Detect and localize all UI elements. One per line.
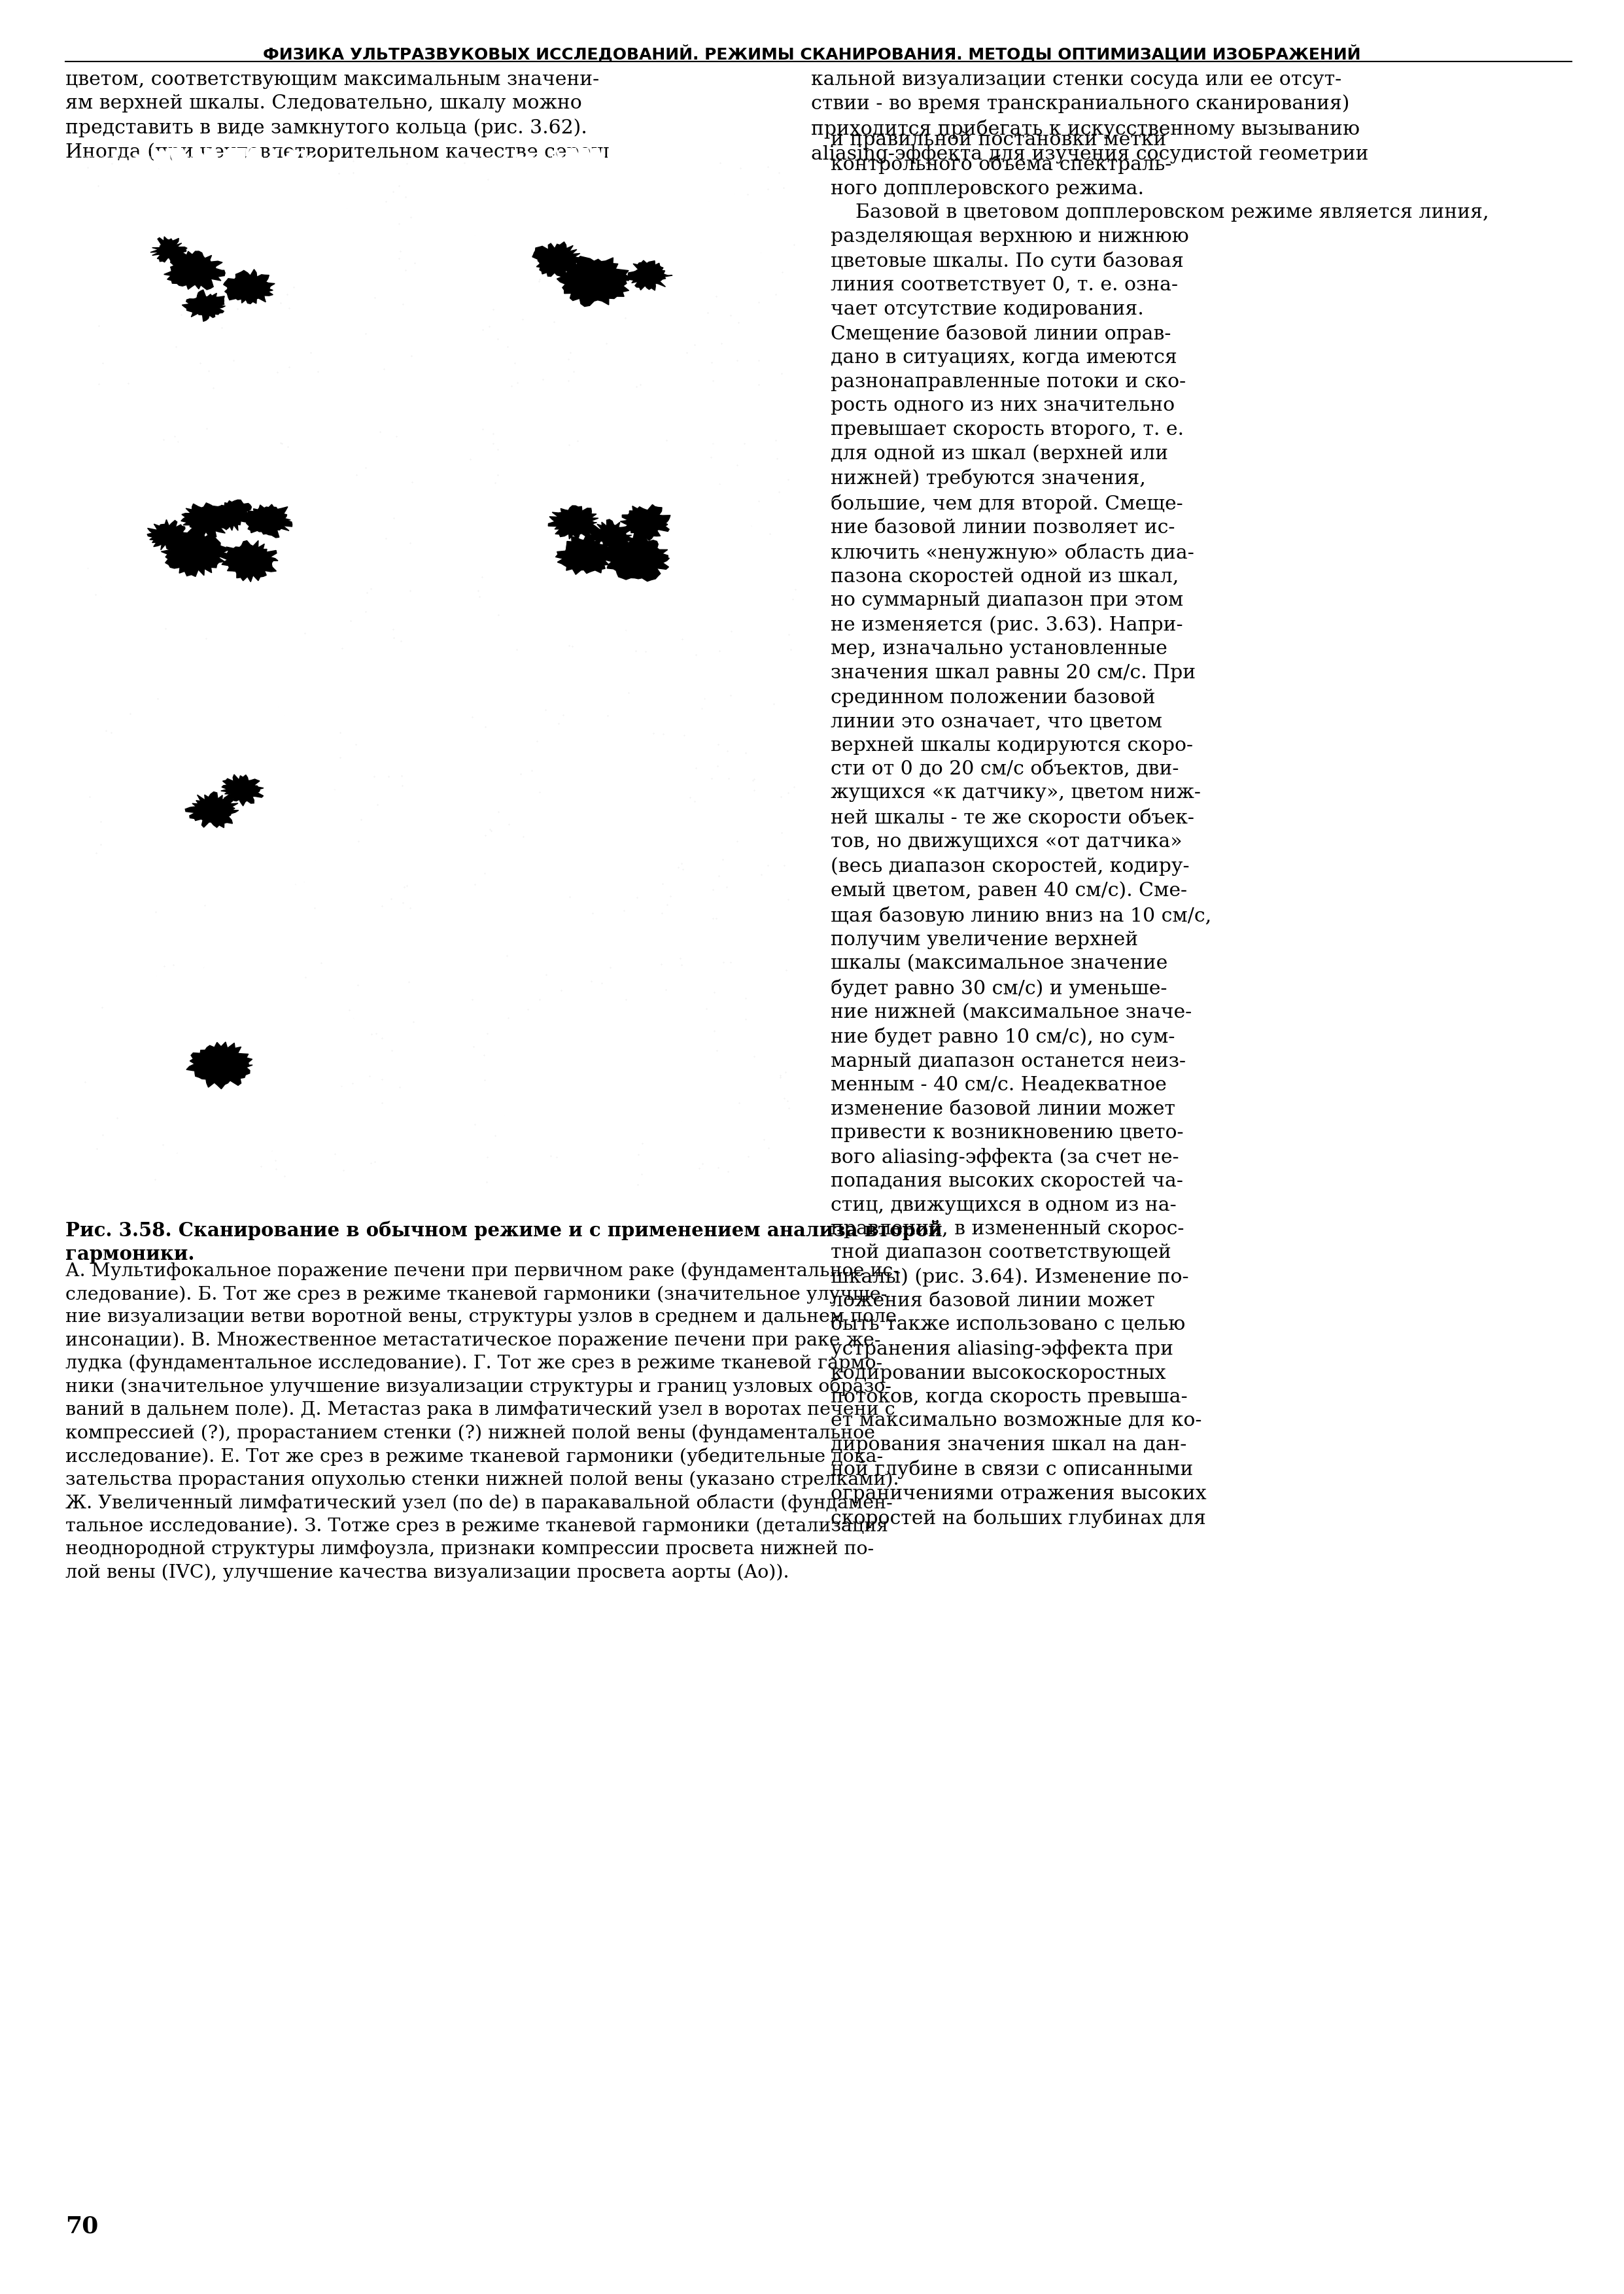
Polygon shape	[208, 500, 255, 530]
Text: 4 Hz: Offset: 1 kHz: 4 MHz: 4 Hz: Offset: 1 kHz: 4 MHz	[380, 658, 427, 663]
Text: Б: Б	[784, 381, 791, 388]
Polygon shape	[523, 789, 692, 883]
Text: Fundamental Mode: Fundamental Mode	[286, 429, 330, 431]
Polygon shape	[110, 688, 344, 913]
Text: 4 Hz: Offset: 1 kHz: 4 MHz: 4 Hz: Offset: 1 kHz: 4 MHz	[760, 1188, 807, 1193]
Polygon shape	[224, 268, 274, 303]
Text: 4 Hz: Offset: 1 kHz: 4 MHz: 4 Hz: Offset: 1 kHz: 4 MHz	[760, 924, 807, 927]
Text: frequency: 3 MHz  dB: 50: frequency: 3 MHz dB: 50	[73, 924, 119, 927]
Polygon shape	[151, 236, 187, 262]
Text: А. Мультифокальное поражение печени при первичном раке (фундаментальное ис-
след: А. Мультифокальное поражение печени при …	[65, 1262, 900, 1581]
Polygon shape	[187, 1041, 253, 1090]
Text: Native
(Second)
Tissue
Harmonic
Mode: Native (Second) Tissue Harmonic Mode	[697, 429, 718, 450]
Polygon shape	[604, 535, 669, 580]
Text: frequency: 3 MHz  dB: 50: frequency: 3 MHz dB: 50	[453, 1188, 499, 1193]
Polygon shape	[83, 952, 365, 1163]
Polygon shape	[182, 289, 226, 321]
Text: Fundamental Mode: Fundamental Mode	[286, 693, 330, 697]
Polygon shape	[50, 135, 400, 296]
Polygon shape	[244, 505, 292, 537]
Text: 4 Hz: Offset: 1 kHz: 4 MHz: 4 Hz: Offset: 1 kHz: 4 MHz	[380, 395, 427, 397]
Text: 4 Hz: Offset: 1 kHz: 4 MHz: 4 Hz: Offset: 1 kHz: 4 MHz	[380, 1188, 427, 1193]
Polygon shape	[148, 518, 192, 551]
Text: 4 Hz: Offset: 1 kHz: 4 MHz: 4 Hz: Offset: 1 kHz: 4 MHz	[760, 395, 807, 397]
Polygon shape	[516, 1000, 706, 1064]
Text: IEC  Institute of Biophysics. Clinical Physiology Laboratory: IEC Institute of Biophysics. Clinical Ph…	[453, 686, 573, 688]
Polygon shape	[581, 768, 641, 830]
Text: IEC  Institute of Biophysics. Clinical Physiology Laboratory: IEC Institute of Biophysics. Clinical Ph…	[73, 420, 192, 424]
Text: 70: 70	[65, 2216, 99, 2237]
Polygon shape	[531, 727, 684, 807]
Polygon shape	[464, 440, 760, 640]
Polygon shape	[497, 1053, 651, 1149]
Text: А: А	[390, 381, 395, 388]
Text: Е: Е	[784, 911, 789, 918]
Polygon shape	[555, 535, 617, 574]
Polygon shape	[185, 791, 239, 828]
Text: Native
(Second)
Tissue
Harmonic
Mode: Native (Second) Tissue Harmonic Mode	[697, 163, 718, 186]
Text: frequency: 3 MHz  dB: 50: frequency: 3 MHz dB: 50	[453, 924, 499, 927]
Polygon shape	[620, 505, 671, 541]
Text: IEC  Institute of Biophysics. Clinical Physiology Laboratory: IEC Institute of Biophysics. Clinical Ph…	[453, 156, 573, 158]
Text: и правильной постановки метки
контрольного объема спектраль-
ного допплеровского: и правильной постановки метки контрольно…	[830, 131, 1489, 1528]
Text: frequency: 3 MHz  dB: 50: frequency: 3 MHz dB: 50	[73, 658, 119, 663]
Polygon shape	[627, 262, 672, 291]
Text: IEC  Institute of Biophysics. Clinical Physiology Laboratory: IEC Institute of Biophysics. Clinical Ph…	[453, 950, 573, 954]
Polygon shape	[588, 518, 635, 551]
Text: Д: Д	[390, 911, 396, 918]
Text: IEC  Institute of Biophysics. Clinical Physiology Laboratory: IEC Institute of Biophysics. Clinical Ph…	[453, 420, 573, 424]
Text: frequency: 3 MHz  dB: 50: frequency: 3 MHz dB: 50	[73, 395, 119, 397]
Polygon shape	[549, 505, 599, 539]
Text: Fundamental Mode: Fundamental Mode	[286, 959, 330, 961]
Text: frequency: 3 MHz  dB: 50: frequency: 3 MHz dB: 50	[453, 658, 499, 663]
Text: frequency: 3 MHz  dB: 50: frequency: 3 MHz dB: 50	[453, 395, 499, 397]
Polygon shape	[557, 257, 630, 307]
Text: Native
(Second)
Harmonic
Mode: Native (Second) Harmonic Mode	[697, 959, 718, 975]
Text: В: В	[390, 647, 395, 651]
Polygon shape	[221, 541, 278, 583]
Polygon shape	[70, 434, 385, 638]
Text: IEC  Institute of Biophysics. Clinical Physiology Laboratory: IEC Institute of Biophysics. Clinical Ph…	[73, 686, 192, 688]
Text: цветом, соответствующим максимальным значени-
ям верхней шкалы. Следовательно, ш: цветом, соответствующим максимальным зна…	[65, 71, 615, 163]
Text: frequency: 3 MHz  dB: 50: frequency: 3 MHz dB: 50	[73, 1188, 119, 1193]
Text: IEC  Institute of Biophysics. Clinical Physiology Laboratory: IEC Institute of Biophysics. Clinical Ph…	[73, 950, 192, 954]
Polygon shape	[591, 1030, 706, 1136]
Text: Рис. 3.58. Сканирование в обычном режиме и с применением анализа второй
гармоник: Рис. 3.58. Сканирование в обычном режиме…	[65, 1220, 942, 1264]
Polygon shape	[533, 241, 581, 278]
Polygon shape	[164, 252, 226, 289]
Text: IEC  Institute of Biophysics. Clinical Physiology Laboratory: IEC Institute of Biophysics. Clinical Ph…	[73, 156, 192, 158]
Text: ФИЗИКА УЛЬТРАЗВУКОВЫХ ИССЛЕДОВАНИЙ. РЕЖИМЫ СКАНИРОВАНИЯ. МЕТОДЫ ОПТИМИЗАЦИИ ИЗОБ: ФИЗИКА УЛЬТРАЗВУКОВЫХ ИССЛЕДОВАНИЙ. РЕЖИ…	[263, 44, 1361, 62]
Text: Ж: Ж	[390, 1177, 398, 1181]
Polygon shape	[180, 502, 232, 537]
Text: З: З	[784, 1177, 789, 1181]
Text: 4 Hz: Offset: 1 kHz: 4 MHz: 4 Hz: Offset: 1 kHz: 4 MHz	[760, 658, 807, 663]
Text: кальной визуализации стенки сосуда или ее отсут-
ствии - во время транскраниальн: кальной визуализации стенки сосуда или е…	[810, 71, 1369, 163]
Polygon shape	[422, 135, 786, 287]
Text: 4 Hz: Offset: 1 kHz: 4 MHz: 4 Hz: Offset: 1 kHz: 4 MHz	[380, 924, 427, 927]
Text: Г: Г	[784, 647, 789, 651]
Text: Fundamental Mode: Fundamental Mode	[286, 163, 330, 167]
Polygon shape	[221, 775, 263, 805]
Text: Native
(Second)
Tissue
Harmonic
Mode: Native (Second) Tissue Harmonic Mode	[697, 693, 718, 716]
Polygon shape	[161, 530, 227, 576]
